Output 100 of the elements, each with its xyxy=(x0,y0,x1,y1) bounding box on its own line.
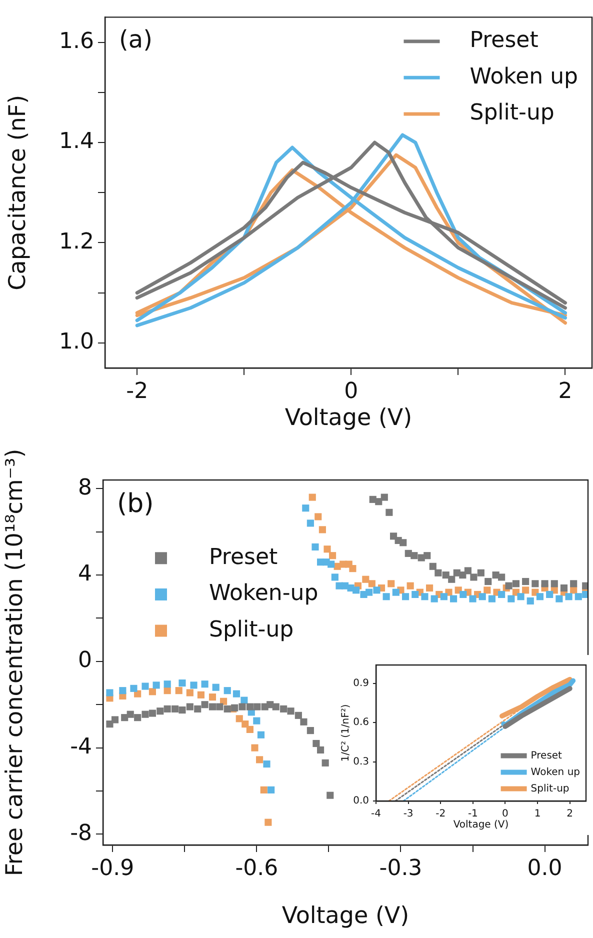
point xyxy=(406,582,414,590)
point xyxy=(190,682,198,689)
x-tick-label: 2 xyxy=(558,378,572,404)
point xyxy=(236,715,243,722)
point xyxy=(460,590,467,598)
y-tick-label: 0.9 xyxy=(353,678,369,689)
x-tick-label: -3 xyxy=(403,808,414,820)
point xyxy=(328,560,335,568)
point xyxy=(329,552,336,560)
x-axis-title: Voltage (V) xyxy=(282,903,410,930)
legend-label: Woken up xyxy=(530,766,580,778)
point xyxy=(392,588,400,596)
point xyxy=(382,593,390,600)
legend-label: Woken-up xyxy=(209,581,318,606)
point xyxy=(426,584,434,592)
point xyxy=(450,595,458,602)
point xyxy=(556,595,563,602)
point xyxy=(246,726,254,733)
point xyxy=(349,565,356,572)
point xyxy=(565,593,572,600)
point xyxy=(469,595,476,602)
legend-label: Woken up xyxy=(470,64,578,90)
point xyxy=(242,720,249,728)
y-axis-title: 1/C² (1/nF²) xyxy=(340,704,352,762)
point xyxy=(526,597,534,604)
x-tick-label: 1 xyxy=(534,808,541,820)
point xyxy=(498,590,506,598)
point xyxy=(268,786,275,794)
x-tick-label: -0.9 xyxy=(91,856,134,881)
point xyxy=(130,684,138,692)
point xyxy=(208,694,216,701)
point xyxy=(373,586,380,594)
legend-label: Split-up xyxy=(470,100,554,126)
x-axis-title: Voltage (V) xyxy=(453,820,509,831)
point xyxy=(253,717,260,724)
point xyxy=(546,590,554,598)
point xyxy=(308,494,316,501)
y-tick-label: -8 xyxy=(70,820,92,846)
point xyxy=(318,526,326,534)
point xyxy=(314,513,322,520)
point xyxy=(224,687,231,694)
y-axis-title: Free carrier concentration (10¹⁸cm⁻³) xyxy=(2,448,28,876)
annotation: (a) xyxy=(119,25,152,54)
y-tick-label: -4 xyxy=(70,734,92,760)
point xyxy=(142,682,149,690)
point xyxy=(164,680,171,688)
y-tick-label: 1.4 xyxy=(59,129,94,154)
point xyxy=(421,593,428,600)
y-tick-label: 0.0 xyxy=(353,796,369,807)
point xyxy=(186,689,194,696)
point xyxy=(312,543,319,550)
x-tick-label: -2 xyxy=(436,808,446,820)
legend-label: Split-up xyxy=(530,783,570,794)
x-tick-label: -4 xyxy=(371,808,381,820)
y-axis-title: Capacitance (nF) xyxy=(4,94,31,290)
point xyxy=(148,688,156,696)
point xyxy=(178,679,186,687)
y-tick-label: 0.3 xyxy=(353,756,369,768)
point xyxy=(260,786,268,794)
point xyxy=(430,595,438,602)
point xyxy=(508,595,515,602)
x-tick-label: -0.3 xyxy=(379,856,422,881)
point xyxy=(352,586,360,594)
point xyxy=(484,586,491,594)
point xyxy=(264,818,272,826)
point xyxy=(522,586,530,594)
legend-label: Preset xyxy=(470,28,539,54)
point xyxy=(365,588,373,596)
point xyxy=(488,595,496,602)
point xyxy=(368,580,376,588)
point xyxy=(302,504,310,512)
point xyxy=(263,760,270,768)
point xyxy=(232,690,240,698)
point xyxy=(197,691,204,698)
point xyxy=(164,687,171,694)
legend-label: Preset xyxy=(530,750,562,762)
legend-label: Preset xyxy=(209,544,278,570)
point xyxy=(201,680,208,688)
point xyxy=(152,682,160,689)
point xyxy=(412,590,419,598)
point xyxy=(440,593,448,600)
x-tick-label: -2 xyxy=(126,378,148,404)
point xyxy=(574,593,582,600)
point xyxy=(175,687,182,694)
annotation: (b) xyxy=(117,488,154,519)
point xyxy=(324,546,331,553)
x-tick-label: -1 xyxy=(468,808,478,820)
point xyxy=(251,744,258,752)
y-tick-label: 4 xyxy=(78,562,92,587)
y-tick-label: 8 xyxy=(78,475,92,500)
x-tick-label: 2 xyxy=(566,808,574,820)
point xyxy=(212,684,220,691)
x-axis-title: Voltage (V) xyxy=(284,405,412,432)
point xyxy=(478,593,486,600)
point xyxy=(256,756,264,764)
point xyxy=(388,580,395,588)
y-tick-label: 0.6 xyxy=(353,717,369,728)
point xyxy=(257,731,265,738)
point xyxy=(362,576,370,583)
point xyxy=(106,689,114,696)
